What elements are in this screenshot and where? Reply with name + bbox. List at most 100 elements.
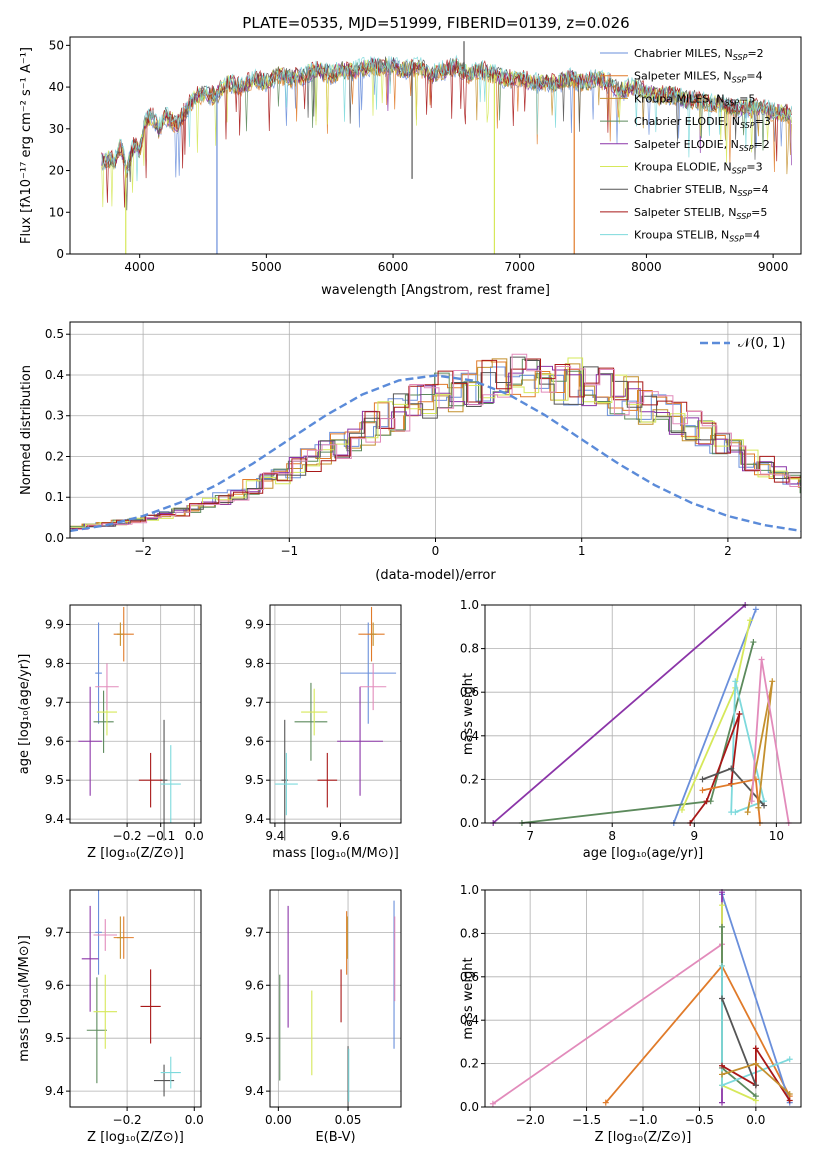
weight-marker — [786, 1097, 793, 1104]
y-tick-label: 9.8 — [45, 656, 64, 670]
x-tick-label: 1 — [578, 544, 586, 558]
weight-marker — [732, 678, 739, 685]
weight-marker — [761, 802, 768, 809]
y-tick-label: 0.4 — [460, 1013, 479, 1027]
y-axis-label: Normed distribution — [19, 365, 34, 495]
x-tick-label: 10 — [769, 829, 784, 843]
y-tick-label: 0.8 — [460, 926, 479, 940]
y-axis-label: mass weight — [461, 673, 476, 755]
y-tick-label: 50 — [49, 38, 64, 52]
y-tick-label: 0.6 — [460, 970, 479, 984]
weight-marker — [755, 804, 762, 811]
x-tick-label: 0.0 — [185, 1113, 204, 1127]
histogram-steps — [72, 358, 801, 530]
y-tick-label: 0.2 — [460, 1057, 479, 1071]
weight-marker — [678, 806, 685, 813]
x-tick-label: −1 — [280, 544, 298, 558]
y-tick-label: 0 — [56, 247, 64, 261]
x-axis-label: E(B-V) — [315, 1130, 355, 1145]
y-tick-label: 9.9 — [45, 617, 64, 631]
residual-histogram-panel: 𝒩(0, 1) −2 −1 0 1 2 0.0 0.1 0.2 0.3 0.4 0.5 (data-mo… — [19, 321, 802, 583]
weight-marker — [752, 1045, 759, 1052]
y-tick-label: 0.5 — [45, 327, 64, 341]
weight-line — [521, 641, 755, 824]
y-axis-label: age [log₁₀(age/yr)] — [17, 654, 32, 775]
weight-marker — [719, 923, 725, 930]
x-tick-label: 8 — [608, 829, 616, 843]
weight-line — [721, 1045, 791, 1101]
weight-marker — [732, 809, 739, 816]
age-vs-mass-panel: 9.4 9.6 9.4 9.5 9.6 9.7 9.8 9.9 mass [log₁₀(M/M⊙… — [245, 604, 402, 861]
legend-entry: Salpeter MILES, NSSP=4 — [634, 70, 763, 85]
y-tick-label: 0.1 — [45, 490, 64, 504]
spectrum-panel: 4000 5000 6000 7000 8000 9000 0 10 20 30 40 50 wavel… — [19, 36, 802, 298]
y-tick-label: 9.6 — [45, 978, 64, 992]
y-axis-label: mass [log₁₀(M/M⊙)] — [17, 935, 32, 1062]
weight-marker — [719, 995, 725, 1002]
x-tick-label: −0.1 — [146, 829, 175, 843]
legend-entry: Salpeter STELIB, NSSP=5 — [634, 206, 767, 221]
x-axis-label: Z [log₁₀(Z/Z⊙)] — [595, 1130, 692, 1145]
weight-marker — [728, 765, 735, 772]
x-axis-label: (data-model)/error — [375, 568, 496, 583]
weight-marker — [750, 639, 757, 646]
y-tick-label: 0.4 — [45, 368, 64, 382]
weight-line — [721, 894, 791, 1103]
y-tick-label: 9.7 — [45, 695, 64, 709]
weight-marker — [758, 656, 765, 663]
axes-frame — [269, 604, 402, 824]
weight-marker — [752, 1060, 759, 1067]
weight-marker — [719, 962, 725, 969]
y-tick-label: 0.0 — [460, 816, 479, 830]
histogram-steps — [70, 357, 801, 528]
x-tick-label: 0 — [432, 544, 440, 558]
mass-vs-extinction-panel: 0.00 0.05 9.4 9.5 9.6 9.7 E(B-V) — [245, 889, 402, 1145]
weight-marker — [719, 1071, 725, 1078]
weight-marker — [602, 1099, 609, 1106]
weight-marker — [744, 809, 751, 816]
axes-frame — [269, 889, 402, 1108]
legend-entry: Salpeter ELODIE, NSSP=2 — [634, 138, 770, 153]
weight-marker — [752, 1082, 759, 1089]
legend-entry: Chabrier MILES, NSSP=2 — [634, 47, 764, 62]
y-axis-label: Flux [fλ10⁻¹⁷ erg cm⁻² s⁻¹ A⁻¹] — [19, 47, 34, 244]
weight-marker — [769, 678, 776, 685]
axes-frame — [69, 604, 202, 824]
x-axis-label: mass [log₁₀(M/M⊙)] — [272, 846, 399, 861]
weight-vs-metallicity-panel: −2.0 −1.5 −1.0 −0.5 0.0 0.0 0.2 0.4 0.6 0.8 1.0 Z [… — [460, 883, 802, 1145]
x-tick-label: 9000 — [758, 260, 789, 274]
x-tick-label: 0.05 — [335, 1113, 362, 1127]
y-tick-label: 9.4 — [45, 1084, 64, 1098]
weight-marker — [786, 1056, 793, 1063]
x-tick-label: 7000 — [504, 260, 535, 274]
legend-entry: 𝒩(0, 1) — [738, 336, 785, 351]
weight-marker — [703, 798, 710, 805]
x-axis-label: Z [log₁₀(Z/Z⊙)] — [87, 846, 184, 861]
y-tick-label: 9.5 — [45, 773, 64, 787]
y-tick-label: 9.6 — [245, 734, 264, 748]
axes-frame — [484, 604, 802, 824]
x-axis-label: wavelength [Angstrom, rest frame] — [321, 283, 550, 298]
y-tick-label: 9.6 — [245, 978, 264, 992]
weight-marker — [719, 1082, 725, 1089]
y-tick-label: 0.4 — [460, 729, 479, 743]
weight-line — [605, 964, 791, 1104]
normal-curve — [69, 374, 802, 533]
weight-line — [721, 998, 757, 1086]
y-tick-label: 30 — [49, 122, 64, 136]
figure-title: PLATE=0535, MJD=51999, FIBERID=0139, z=0… — [242, 14, 629, 32]
y-tick-label: 0.0 — [45, 531, 64, 545]
legend-entry: Kroupa MILES, NSSP=5 — [634, 92, 755, 107]
x-tick-label: −0.5 — [685, 1113, 714, 1127]
x-axis-label: Z [log₁₀(Z/Z⊙)] — [87, 1130, 184, 1145]
weight-marker — [489, 1100, 496, 1107]
legend-entry: Chabrier STELIB, NSSP=4 — [634, 183, 768, 198]
y-tick-label: 20 — [49, 164, 64, 178]
y-tick-label: 1.0 — [460, 883, 479, 897]
x-tick-label: 5000 — [251, 260, 282, 274]
y-tick-label: 9.8 — [245, 656, 264, 670]
y-tick-label: 9.4 — [245, 812, 264, 826]
y-tick-label: 0.2 — [460, 772, 479, 786]
y-tick-label: 9.4 — [245, 1084, 264, 1098]
